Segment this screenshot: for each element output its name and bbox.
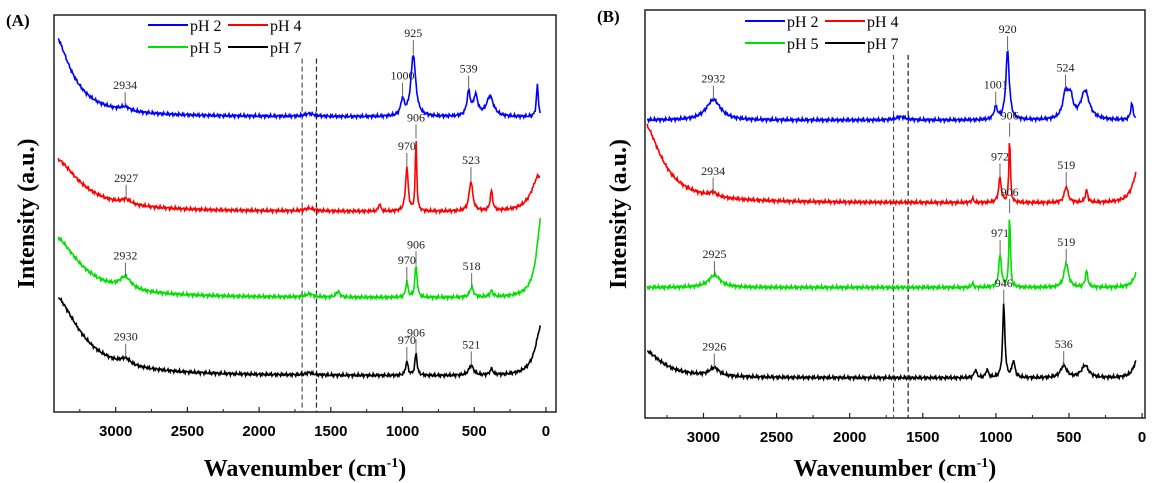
series-line-ph5 bbox=[57, 218, 541, 302]
legend: pH 2 pH 4 pH 5 pH 7 bbox=[745, 14, 899, 53]
peak-label: 2932 bbox=[701, 72, 725, 86]
x-tick-label: 3000 bbox=[99, 423, 132, 440]
legend-entry: pH 7 bbox=[270, 40, 302, 57]
x-axis-label: Wavenumber (cm-1) bbox=[794, 456, 997, 482]
x-axis-label: Wavenumber (cm-1) bbox=[204, 456, 407, 482]
panel-label: (A) bbox=[6, 11, 30, 30]
peak-label: 906 bbox=[1001, 185, 1019, 199]
y-axis-label: Intensity (a.u.) bbox=[606, 139, 632, 289]
peak-label: 1000 bbox=[391, 69, 415, 83]
plot-frame bbox=[644, 9, 1146, 419]
peak-label: 972 bbox=[991, 150, 1009, 164]
panel-a: (A) 3000 2500 2000 1500 1000 500 0 Wavenumber (c… bbox=[6, 11, 557, 482]
peak-label: 946 bbox=[995, 276, 1013, 290]
x-tick-label: 2000 bbox=[833, 429, 866, 446]
x-tick-label: 1000 bbox=[386, 423, 419, 440]
series-line-ph5 bbox=[646, 219, 1137, 293]
legend-entry: pH 5 bbox=[190, 40, 222, 57]
legend-entry: pH 4 bbox=[867, 14, 899, 31]
x-tick-label: 2500 bbox=[760, 429, 793, 446]
peak-label: 2930 bbox=[114, 330, 138, 344]
x-tick-label: 0 bbox=[542, 423, 550, 440]
series-line-ph7 bbox=[57, 296, 541, 380]
legend-entry: pH 2 bbox=[190, 18, 222, 35]
peak-label: 2925 bbox=[702, 247, 726, 261]
legend-entry: pH 7 bbox=[867, 36, 899, 53]
peak-label: 920 bbox=[999, 22, 1017, 36]
x-tick-label: 3000 bbox=[687, 429, 720, 446]
plot-frame bbox=[53, 14, 557, 413]
peak-label: 2934 bbox=[701, 164, 725, 178]
peak-label: 2934 bbox=[113, 78, 137, 92]
peak-label: 523 bbox=[462, 153, 480, 167]
series-line-ph2 bbox=[57, 38, 541, 121]
panel-label: (B) bbox=[597, 7, 620, 26]
legend-entry: pH 5 bbox=[787, 36, 819, 53]
series-line-ph4 bbox=[646, 123, 1137, 208]
peak-label: 518 bbox=[463, 259, 481, 273]
peak-label: 1001 bbox=[984, 78, 1008, 92]
peak-label: 2932 bbox=[113, 248, 137, 262]
peak-label: 970 bbox=[398, 253, 416, 267]
y-axis-label: Intensity (a.u.) bbox=[14, 138, 40, 288]
x-tick-label: 1500 bbox=[906, 429, 939, 446]
peak-label: 539 bbox=[460, 62, 478, 76]
peak-label: 906 bbox=[407, 237, 425, 251]
peak-label: 2927 bbox=[114, 171, 138, 185]
series-line-ph2 bbox=[646, 50, 1137, 125]
peak-label: 2926 bbox=[702, 339, 726, 353]
peak-label: 906 bbox=[407, 111, 425, 125]
legend-entry: pH 4 bbox=[270, 18, 302, 35]
x-tick-label: 2500 bbox=[171, 423, 204, 440]
peak-label: 970 bbox=[398, 333, 416, 347]
peak-label: 521 bbox=[462, 337, 480, 351]
panel-b: (B) 3000 2500 2000 1500 1000 500 0 Wavenumber (c… bbox=[597, 7, 1146, 482]
peak-label: 524 bbox=[1056, 60, 1074, 74]
peak-label: 906 bbox=[1001, 109, 1019, 123]
peak-label: 519 bbox=[1057, 235, 1075, 249]
legend: pH 2 pH 4 pH 5 pH 7 bbox=[148, 18, 302, 57]
peak-label: 971 bbox=[991, 226, 1009, 240]
peak-label: 925 bbox=[404, 26, 422, 40]
x-tick-label: 500 bbox=[1056, 429, 1081, 446]
peak-label: 536 bbox=[1055, 337, 1073, 351]
peak-label: 906 bbox=[407, 325, 425, 339]
peak-label: 519 bbox=[1057, 158, 1075, 172]
peak-label: 970 bbox=[398, 139, 416, 153]
x-tick-label: 1000 bbox=[979, 429, 1012, 446]
x-tick-label: 2000 bbox=[242, 423, 275, 440]
legend-entry: pH 2 bbox=[787, 14, 819, 31]
series-line-ph7 bbox=[646, 303, 1137, 383]
x-tick-label: 0 bbox=[1138, 429, 1146, 446]
x-tick-label: 1500 bbox=[314, 423, 347, 440]
x-tick-label: 500 bbox=[462, 423, 487, 440]
series-line-ph4 bbox=[57, 141, 541, 216]
